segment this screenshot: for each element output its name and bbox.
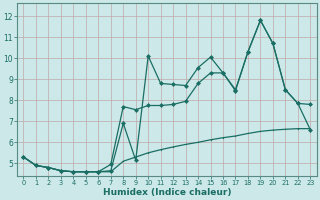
X-axis label: Humidex (Indice chaleur): Humidex (Indice chaleur)	[103, 188, 231, 197]
